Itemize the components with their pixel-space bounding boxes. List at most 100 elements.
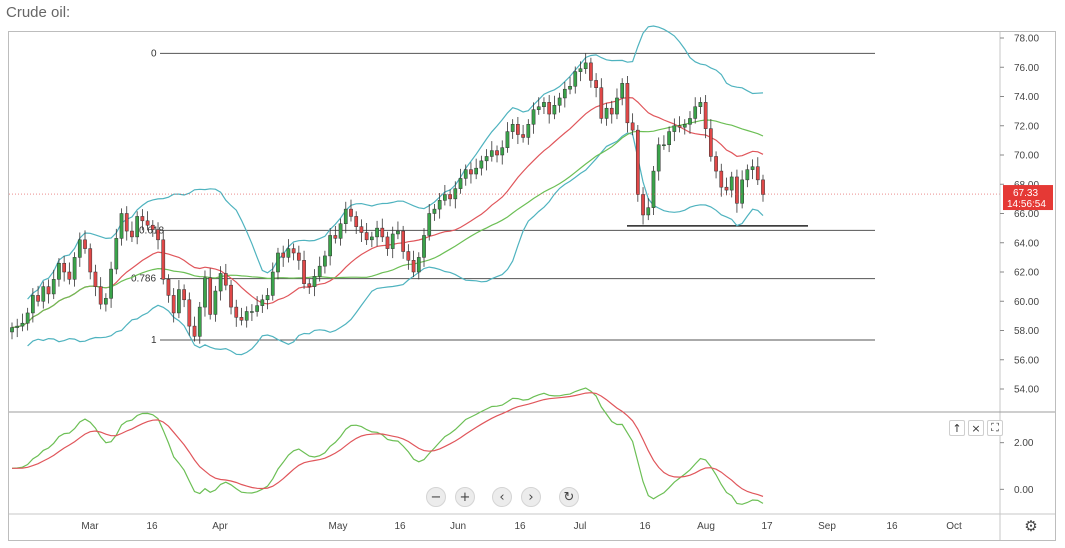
candle-body xyxy=(656,144,661,172)
candle-body xyxy=(646,207,651,216)
candle-body xyxy=(443,194,447,201)
price-tick-label: 76.00 xyxy=(1014,63,1039,74)
settings-gear-icon[interactable]: ⚙ xyxy=(1024,517,1038,535)
candle-body xyxy=(177,289,181,314)
candle-body xyxy=(135,216,140,238)
candle-body xyxy=(255,305,259,312)
time-tick-label: 16 xyxy=(514,521,526,532)
candle-body xyxy=(573,71,578,87)
candle-body xyxy=(531,109,536,125)
candle-body xyxy=(270,271,275,296)
candle-body xyxy=(667,131,671,146)
candle-body xyxy=(719,170,724,188)
pane-move-up-button[interactable]: ↑ xyxy=(949,420,965,436)
scroll-right-button[interactable]: › xyxy=(521,487,541,507)
last-price-badge xyxy=(1003,185,1053,211)
candle-body xyxy=(422,235,426,258)
candle-body xyxy=(57,262,61,280)
candle-body xyxy=(693,106,698,119)
chart-frame[interactable] xyxy=(8,31,1056,541)
candle-body xyxy=(484,156,489,162)
candle-body xyxy=(182,289,186,301)
candle-body xyxy=(583,62,588,69)
candle-body xyxy=(406,251,411,261)
candle-body xyxy=(615,97,619,115)
price-tick-label: 74.00 xyxy=(1014,92,1039,103)
candle-body xyxy=(88,248,93,273)
page-title: Crude oil: xyxy=(6,4,71,21)
candle-body xyxy=(197,306,202,337)
oscillator-signal-line xyxy=(12,392,764,497)
candle-body xyxy=(203,277,207,308)
candle-body xyxy=(192,325,197,337)
pane-close-button[interactable]: × xyxy=(968,420,984,436)
candle-body xyxy=(385,236,390,249)
countdown-label: 14:56:54 xyxy=(1007,199,1046,210)
candle-body xyxy=(416,257,421,273)
candle-body xyxy=(761,179,765,195)
candle-body xyxy=(323,255,327,267)
zoom-out-button[interactable]: − xyxy=(426,487,446,507)
candle-body xyxy=(93,271,98,287)
candle-body xyxy=(630,122,635,131)
candle-body xyxy=(213,290,218,315)
candle-body xyxy=(594,80,598,88)
candle-body xyxy=(479,160,484,169)
candle-body xyxy=(651,170,656,208)
candle-body xyxy=(260,299,265,306)
pane-maximize-button[interactable]: ⛶ xyxy=(987,420,1003,436)
candle-body xyxy=(703,102,708,129)
oscillator-fast-line xyxy=(11,387,764,505)
candle-body xyxy=(401,230,405,252)
candle-body xyxy=(635,129,640,195)
price-tick-label: 64.00 xyxy=(1014,238,1039,249)
candle-body xyxy=(510,124,515,132)
candle-body xyxy=(620,83,625,99)
zoom-in-button[interactable]: + xyxy=(455,487,475,507)
candle-body xyxy=(281,252,286,258)
time-tick-label: 16 xyxy=(146,521,158,532)
candle-body xyxy=(302,260,306,284)
candle-body xyxy=(536,106,541,110)
time-tick-label: Jul xyxy=(574,521,587,532)
price-tick-label: 70.00 xyxy=(1014,151,1039,162)
candle-body xyxy=(265,295,270,301)
candle-body xyxy=(218,273,223,292)
candle-body xyxy=(458,178,463,189)
candle-body xyxy=(427,213,432,236)
candle-body xyxy=(589,62,593,81)
candle-body xyxy=(234,306,239,318)
candle-body xyxy=(104,298,108,305)
candle-body xyxy=(698,102,703,107)
candle-body xyxy=(51,279,56,295)
price-tick-label: 66.00 xyxy=(1014,209,1039,220)
candle-body xyxy=(750,166,755,170)
price-tick-label: 78.00 xyxy=(1014,34,1039,45)
candle-body xyxy=(130,230,134,238)
candle-body xyxy=(755,166,760,181)
candle-body xyxy=(244,311,249,321)
price-axis: 78.0076.0074.0072.0070.0068.0066.0064.00… xyxy=(9,32,1055,540)
candle-body xyxy=(15,325,20,328)
price-tick-label: 56.00 xyxy=(1014,355,1039,366)
scroll-left-button[interactable]: ‹ xyxy=(492,487,512,507)
candle-body xyxy=(291,248,296,254)
time-tick-label: Aug xyxy=(697,521,715,532)
candle-body xyxy=(396,230,400,235)
candle-body xyxy=(62,262,67,273)
candle-body xyxy=(609,107,614,115)
candle-body xyxy=(745,169,750,181)
candle-body xyxy=(432,208,437,214)
bollinger-upper-band xyxy=(27,25,764,300)
candle-body xyxy=(98,286,103,305)
candle-body xyxy=(229,284,233,308)
candle-body xyxy=(83,239,87,249)
candle-body xyxy=(729,176,734,191)
candle-body xyxy=(296,252,301,261)
candle-body xyxy=(526,124,531,138)
candle-body xyxy=(380,227,385,238)
time-tick-label: 16 xyxy=(886,521,898,532)
candle-body xyxy=(166,279,171,296)
reset-chart-button[interactable]: ↻ xyxy=(559,487,579,507)
